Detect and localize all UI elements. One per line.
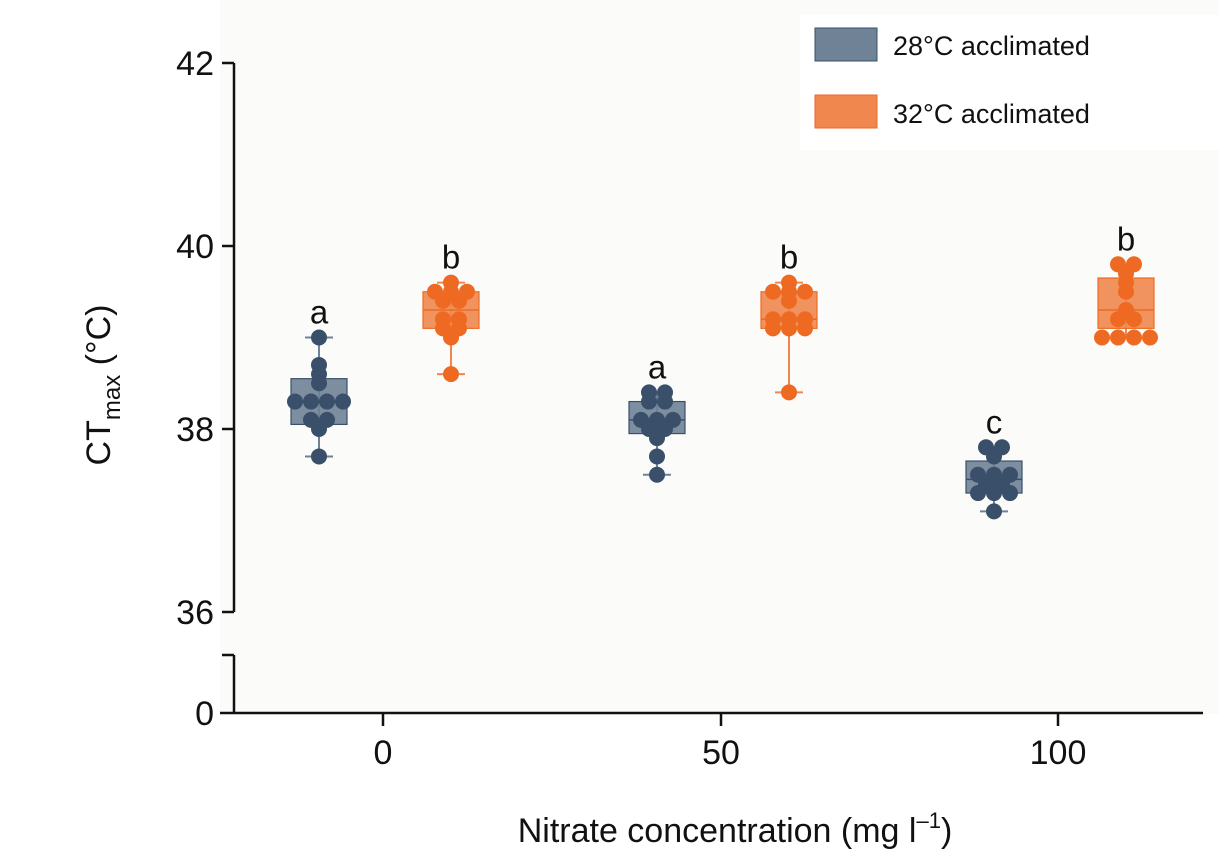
- data-point: [641, 393, 657, 410]
- data-point: [335, 393, 351, 410]
- x-axis-title: Nitrate concentration (mg l–1): [518, 808, 953, 850]
- y-tick-label: 40: [176, 228, 214, 266]
- data-point: [443, 366, 459, 383]
- data-point: [451, 292, 467, 309]
- data-point: [649, 448, 665, 465]
- legend-label-28c: 28°C acclimated: [893, 31, 1090, 61]
- data-point: [1126, 311, 1142, 328]
- data-point: [1094, 329, 1110, 346]
- legend-label-32c: 32°C acclimated: [893, 99, 1090, 129]
- data-point: [311, 448, 327, 465]
- y-tick-label: 36: [176, 594, 214, 632]
- data-point: [311, 329, 327, 346]
- significance-letter: b: [442, 239, 460, 276]
- data-point: [287, 393, 303, 410]
- data-point: [319, 393, 335, 410]
- data-point: [970, 485, 986, 502]
- data-point: [1118, 283, 1134, 300]
- significance-letter: b: [1117, 220, 1135, 257]
- data-point: [443, 329, 459, 346]
- data-point: [986, 485, 1002, 502]
- data-point: [311, 421, 327, 437]
- data-point: [1142, 329, 1158, 346]
- data-point: [649, 430, 665, 447]
- data-point: [986, 503, 1002, 520]
- data-point: [1002, 485, 1018, 502]
- data-point: [765, 320, 781, 337]
- data-point: [765, 283, 781, 300]
- data-point: [1110, 329, 1126, 346]
- data-point: [781, 384, 797, 401]
- data-point: [797, 283, 813, 300]
- data-points: [287, 256, 1158, 520]
- significance-letter: c: [986, 403, 1003, 440]
- data-point: [649, 466, 665, 483]
- data-point: [435, 292, 451, 309]
- data-point: [1110, 311, 1126, 328]
- y-tick-label-zero: 0: [195, 695, 214, 733]
- axes: 36 38 40 42 0 0 50 100: [176, 45, 1203, 772]
- significance-letter: a: [648, 348, 667, 385]
- legend: 28°C acclimated 32°C acclimated: [814, 27, 1090, 129]
- data-point: [657, 393, 673, 410]
- legend-swatch-32c: [814, 94, 878, 129]
- data-point: [797, 320, 813, 337]
- x-tick-label: 100: [1030, 734, 1087, 772]
- y-axis-title: CTmax (°C): [80, 305, 126, 466]
- data-point: [303, 393, 319, 410]
- y-tick-label: 38: [176, 411, 214, 449]
- y-tick-label: 42: [176, 45, 214, 83]
- data-point: [781, 320, 797, 337]
- data-point: [986, 448, 1002, 465]
- significance-letter: a: [310, 294, 329, 331]
- significance-letter: b: [780, 239, 798, 276]
- x-tick-label: 50: [702, 734, 740, 772]
- data-point: [311, 375, 327, 392]
- data-point: [781, 292, 797, 309]
- x-tick-label: 0: [374, 734, 393, 772]
- significance-letters: a a c b b b: [310, 220, 1135, 440]
- data-point: [1126, 329, 1142, 346]
- legend-swatch-28c: [814, 27, 878, 62]
